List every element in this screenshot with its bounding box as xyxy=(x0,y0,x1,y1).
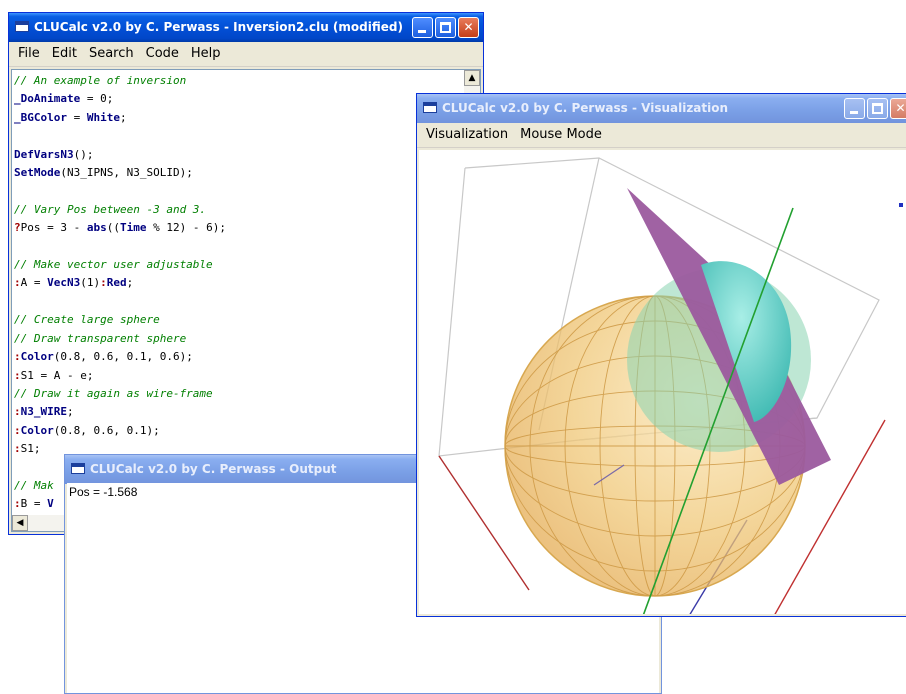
code-token: (0.8, 0.6, 0.1, 0.6); xyxy=(53,350,193,364)
menu-code[interactable]: Code xyxy=(145,46,179,61)
minimize-button[interactable] xyxy=(412,17,433,38)
inner-sphere xyxy=(701,261,792,422)
minimize-button[interactable] xyxy=(844,98,865,119)
code-token: _DoAnimate xyxy=(14,92,81,106)
menu-help[interactable]: Help xyxy=(190,46,221,61)
code-token: Color xyxy=(20,423,54,437)
code-token: B = xyxy=(20,497,48,511)
code-token: SetMode xyxy=(14,166,61,180)
visualization-title: CLUCalc v2.0 by C. Perwass - Visualizati… xyxy=(442,101,729,115)
code-token: Pos = 3 - xyxy=(20,221,87,235)
code-token: V xyxy=(47,497,54,511)
close-button[interactable]: ✕ xyxy=(458,17,479,38)
code-token: _BGColor xyxy=(14,110,67,124)
menu-mouse-mode[interactable]: Mouse Mode xyxy=(520,127,602,142)
output-text: Pos = -1.568 xyxy=(69,485,138,499)
code-token: (N3_IPNS, N3_SOLID); xyxy=(60,166,193,180)
code-text[interactable]: // An example of inversion _DoAnimate = … xyxy=(14,72,460,514)
maximize-button[interactable] xyxy=(867,98,888,119)
app-icon xyxy=(15,21,29,32)
code-token: : xyxy=(100,276,107,290)
minimize-icon xyxy=(850,111,858,114)
close-icon: ✕ xyxy=(463,20,474,34)
code-token: = xyxy=(66,110,87,124)
vector-a xyxy=(593,464,625,486)
code-token: ; xyxy=(66,405,74,419)
arrow-up-icon: ▲ xyxy=(468,73,476,83)
code-token: ? xyxy=(14,221,21,235)
axis-red-left xyxy=(438,455,530,591)
maximize-button[interactable] xyxy=(435,17,456,38)
code-token: Time xyxy=(119,221,147,235)
menu-search[interactable]: Search xyxy=(88,46,134,61)
code-token: N3_WIRE xyxy=(20,405,67,419)
code-token: abs xyxy=(86,221,107,235)
output-title: CLUCalc v2.0 by C. Perwass - Output xyxy=(90,462,337,476)
code-token: ; xyxy=(126,276,134,290)
3d-scene[interactable] xyxy=(419,150,906,614)
code-token: White xyxy=(86,110,120,124)
code-token: VecN3 xyxy=(47,276,81,290)
code-token: : xyxy=(14,405,21,419)
3d-viewport[interactable] xyxy=(419,150,906,614)
scroll-left-button[interactable]: ◀ xyxy=(12,515,28,531)
minimize-icon xyxy=(418,30,426,33)
axis-red-right xyxy=(774,419,886,614)
marker-dot xyxy=(899,203,903,207)
maximize-icon xyxy=(872,103,883,114)
code-line: // An example of inversion xyxy=(14,74,187,87)
editor-menu-bar: File Edit Search Code Help xyxy=(9,42,483,67)
code-token: : xyxy=(14,350,21,364)
code-token: = 0; xyxy=(80,92,114,106)
visualization-menu-bar: Visualization Mouse Mode xyxy=(417,123,906,148)
code-token: A = xyxy=(20,276,48,290)
axis-green xyxy=(642,207,794,614)
code-token: : xyxy=(14,423,21,437)
menu-file[interactable]: File xyxy=(18,46,40,61)
code-token: (( xyxy=(106,221,120,235)
code-line: // Vary Pos between -3 and 3. xyxy=(14,202,207,216)
visualization-title-bar[interactable]: CLUCalc v2.0 by C. Perwass - Visualizati… xyxy=(417,94,906,123)
code-token: % 12) - 6); xyxy=(146,221,226,235)
editor-title: CLUCalc v2.0 by C. Perwass - Inversion2.… xyxy=(34,20,403,34)
code-token: Red xyxy=(106,276,127,290)
code-line: // Create large sphere xyxy=(14,313,160,327)
app-icon xyxy=(71,463,85,474)
menu-visualization[interactable]: Visualization xyxy=(426,127,509,142)
code-line: // Draw it again as wire-frame xyxy=(14,386,213,400)
app-icon xyxy=(423,102,437,113)
code-token: (); xyxy=(73,147,94,161)
menu-edit[interactable]: Edit xyxy=(51,46,77,61)
code-token: : xyxy=(14,276,21,290)
maximize-icon xyxy=(440,22,451,33)
code-token: : xyxy=(14,442,21,456)
visualization-window: CLUCalc v2.0 by C. Perwass - Visualizati… xyxy=(416,93,906,617)
code-token: S1; xyxy=(20,442,41,456)
code-line: // Make vector user adjustable xyxy=(14,258,213,272)
code-token: : xyxy=(14,368,21,382)
code-token: DefVarsN3 xyxy=(14,147,74,161)
code-token: Color xyxy=(20,350,54,364)
code-token: ; xyxy=(119,110,127,124)
close-button[interactable]: ✕ xyxy=(890,98,906,119)
code-line: // Draw transparent sphere xyxy=(14,331,187,345)
code-token: : xyxy=(14,497,21,511)
scroll-up-button[interactable]: ▲ xyxy=(464,70,480,86)
editor-title-bar[interactable]: CLUCalc v2.0 by C. Perwass - Inversion2.… xyxy=(9,13,483,42)
close-icon: ✕ xyxy=(895,101,906,115)
code-token: (0.8, 0.6, 0.1); xyxy=(53,423,160,437)
code-token: S1 = A - e; xyxy=(20,368,94,382)
code-token: (1) xyxy=(80,276,101,290)
code-line: // Mak xyxy=(14,478,54,492)
arrow-left-icon: ◀ xyxy=(16,518,24,528)
